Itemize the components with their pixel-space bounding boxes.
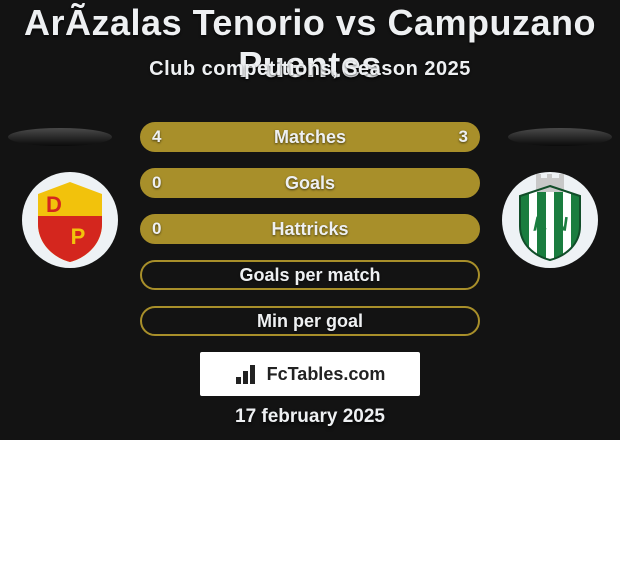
stat-row-min-per-goal: Min per goal [140,306,480,336]
stat-label: Hattricks [271,219,348,240]
svg-text:D: D [46,192,62,217]
stat-label: Matches [274,127,346,148]
brand-bars-icon [235,363,261,385]
stat-rows: Matches 4 3 Goals 0 Hattricks 0 Goals per match… [140,122,480,352]
svg-text:A: A [530,212,547,236]
brand-text: FcTables.com [267,364,386,385]
stat-value-right: 3 [459,124,468,150]
stat-row-matches: Matches 4 3 [140,122,480,152]
team-crest-left: D P [20,170,120,270]
stat-row-goals: Goals 0 [140,168,480,198]
crest-left-svg: D P [20,170,120,270]
decor-ellipse-right [508,128,612,146]
stat-value-left: 4 [152,124,161,150]
stat-value-left: 0 [152,216,161,242]
datestamp: 17 february 2025 [0,406,620,428]
team-crest-right: A N [500,170,600,270]
bg-bottom [0,440,620,580]
stat-label: Goals per match [239,265,380,286]
crest-right-svg: A N [500,170,600,270]
stat-label: Goals [285,173,335,194]
decor-ellipse-left [8,128,112,146]
svg-text:P: P [71,224,86,249]
stat-label: Min per goal [257,311,363,332]
stat-row-hattricks: Hattricks 0 [140,214,480,244]
stat-row-goals-per-match: Goals per match [140,260,480,290]
brand-box: FcTables.com [200,352,420,396]
subtitle: Club competitions, Season 2025 [0,58,620,81]
svg-text:N: N [552,212,569,236]
stat-value-left: 0 [152,170,161,196]
